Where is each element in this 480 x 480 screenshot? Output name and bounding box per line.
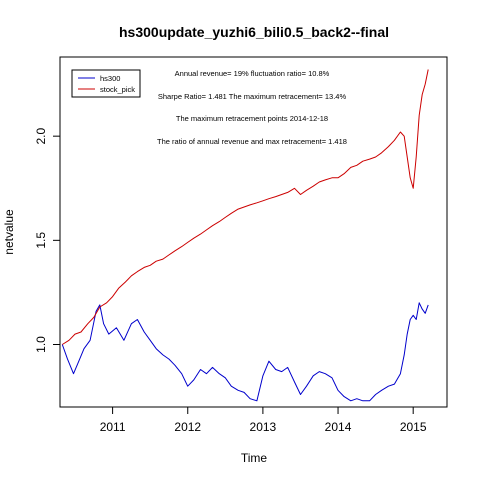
legend: hs300 stock_pick xyxy=(71,69,141,98)
y-tick-label-2: 2.0 xyxy=(34,128,48,145)
y-axis-label: netvalue xyxy=(2,209,16,255)
chart-title: hs300update_yuzhi6_bili0.5_back2--final xyxy=(119,24,389,40)
y-tick-label-1-5: 1.5 xyxy=(34,232,48,249)
x-tick-label-2015: 2015 xyxy=(400,420,427,434)
x-tick-label-2013: 2013 xyxy=(250,420,277,434)
y-tick-label-1: 1.0 xyxy=(34,336,48,353)
x-tick-label-2014: 2014 xyxy=(325,420,352,434)
series-line-hs300 xyxy=(61,302,429,402)
legend-label-hs300: hs300 xyxy=(100,74,120,83)
annotation-sharpe-ratio: Sharpe Ratio= 1.481 The maximum retracem… xyxy=(158,92,347,101)
x-tick-label-2012: 2012 xyxy=(174,420,201,434)
annotation-annual-revenue: Annual revenue= 19% fluctuation ratio= 1… xyxy=(175,69,330,78)
legend-label-stock-pick: stock_pick xyxy=(100,85,135,94)
annotation-max-retracement-point: The maximum retracement points 2014-12-1… xyxy=(176,114,328,123)
series-line-stock-pick xyxy=(62,69,429,345)
x-axis-label: Time xyxy=(241,451,268,465)
x-axis: 2011 2012 2013 2014 2015 xyxy=(100,406,427,434)
annotation-revenue-retracement-ratio: The ratio of annual revenue and max retr… xyxy=(157,137,347,146)
x-tick-label-2011: 2011 xyxy=(100,420,126,434)
annotations: Annual revenue= 19% fluctuation ratio= 1… xyxy=(157,69,347,146)
series-layer xyxy=(61,69,429,402)
y-axis: 1.0 1.5 2.0 xyxy=(34,128,61,353)
legend-box xyxy=(71,69,141,98)
